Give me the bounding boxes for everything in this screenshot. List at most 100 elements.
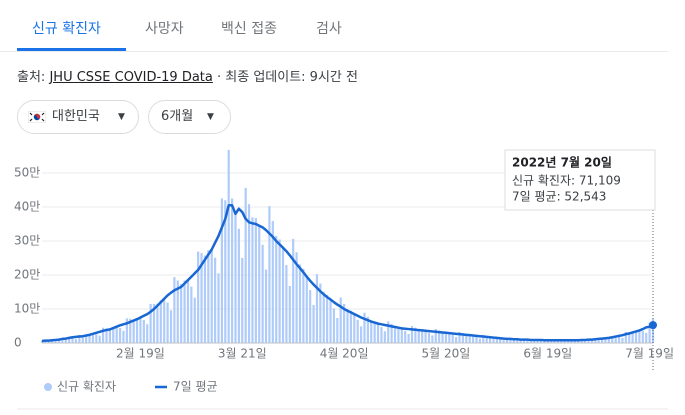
bar (288, 285, 291, 343)
bar (197, 251, 200, 343)
tab[interactable]: 사망자 (145, 21, 184, 37)
bar (190, 286, 193, 343)
bar (539, 339, 543, 343)
bar (471, 335, 475, 343)
average-line (41, 204, 654, 343)
bar (261, 244, 264, 343)
bar (61, 338, 64, 343)
bar (278, 239, 281, 343)
bar (590, 339, 593, 343)
bar (468, 334, 471, 343)
bar (207, 250, 210, 343)
x-tick-label: 2월 19일 (116, 347, 165, 361)
bar (47, 340, 50, 343)
bar (563, 340, 566, 343)
bar (71, 338, 74, 343)
bar (186, 280, 190, 343)
bar (203, 255, 207, 343)
bar (414, 327, 417, 343)
bar (129, 318, 132, 343)
y-tick-label: 40만 (14, 200, 40, 214)
tab[interactable]: 신규 확진자 (32, 21, 101, 37)
bar (305, 276, 308, 343)
bar (115, 326, 118, 343)
bar (173, 277, 176, 343)
dropdown-arrow: ▼ (118, 112, 125, 122)
bar (567, 340, 570, 343)
bar (641, 331, 644, 343)
bar (570, 340, 573, 343)
bar (488, 336, 492, 343)
x-tick-label: 6월 19일 (523, 347, 572, 361)
bar (98, 335, 101, 343)
legend-swatch (44, 383, 52, 391)
tab-bar: 신규 확진자 사망자 백신 접종 검사 (0, 0, 668, 52)
bar (88, 334, 91, 343)
country-dropdown[interactable]: 대한민국 ▼ (17, 100, 139, 134)
bar (482, 334, 485, 343)
bar (169, 310, 173, 343)
bar (343, 303, 346, 343)
bar (315, 274, 319, 343)
bar (434, 328, 437, 343)
bar (594, 339, 597, 343)
bar (295, 252, 298, 343)
country-label: 대한민국 (52, 109, 100, 124)
bar (292, 238, 295, 343)
bar (438, 330, 441, 343)
bar (519, 339, 522, 343)
bar (424, 330, 427, 343)
bar (407, 333, 410, 343)
bar (57, 339, 61, 343)
bar (230, 198, 234, 343)
bar (102, 327, 105, 343)
y-tick-label: 10만 (14, 302, 40, 316)
bar (220, 198, 224, 343)
tab[interactable]: 검사 (316, 21, 342, 37)
bar (322, 291, 325, 343)
bar (200, 253, 203, 343)
bar (631, 331, 634, 343)
period-dropdown[interactable]: 6개월 ▼ (148, 100, 231, 134)
bar (370, 320, 373, 343)
bar (118, 327, 122, 343)
x-tick-label: 5월 20일 (422, 347, 471, 361)
bar (410, 326, 414, 343)
bar (478, 338, 481, 343)
bar (543, 340, 546, 343)
bar (139, 317, 142, 343)
tooltip-box (504, 149, 656, 211)
bar (105, 328, 108, 343)
bar (156, 303, 159, 343)
y-tick-label: 20만 (14, 268, 40, 282)
bar (550, 341, 553, 343)
bar (298, 264, 302, 343)
bar (427, 332, 431, 343)
bar (617, 336, 621, 343)
tab[interactable]: 백신 접종 (221, 21, 277, 37)
bar (329, 299, 332, 343)
bar (404, 330, 407, 343)
bar (326, 294, 329, 343)
source-link[interactable]: JHU CSSE COVID-19 Data (49, 70, 213, 85)
bar (444, 332, 448, 343)
bar (281, 247, 285, 343)
bar (359, 326, 363, 343)
source-prefix: 출처: (17, 70, 46, 85)
bar (312, 304, 315, 343)
bar (492, 337, 495, 343)
bar (275, 235, 278, 343)
bar (85, 335, 88, 343)
bar (387, 321, 390, 343)
bar (607, 337, 610, 343)
bar (309, 290, 312, 343)
bar (597, 340, 600, 343)
bar (142, 319, 145, 343)
bar (536, 339, 539, 343)
bar (621, 337, 624, 343)
bar (546, 340, 549, 343)
bar (210, 249, 213, 343)
bar (108, 328, 111, 343)
bar (271, 221, 274, 343)
